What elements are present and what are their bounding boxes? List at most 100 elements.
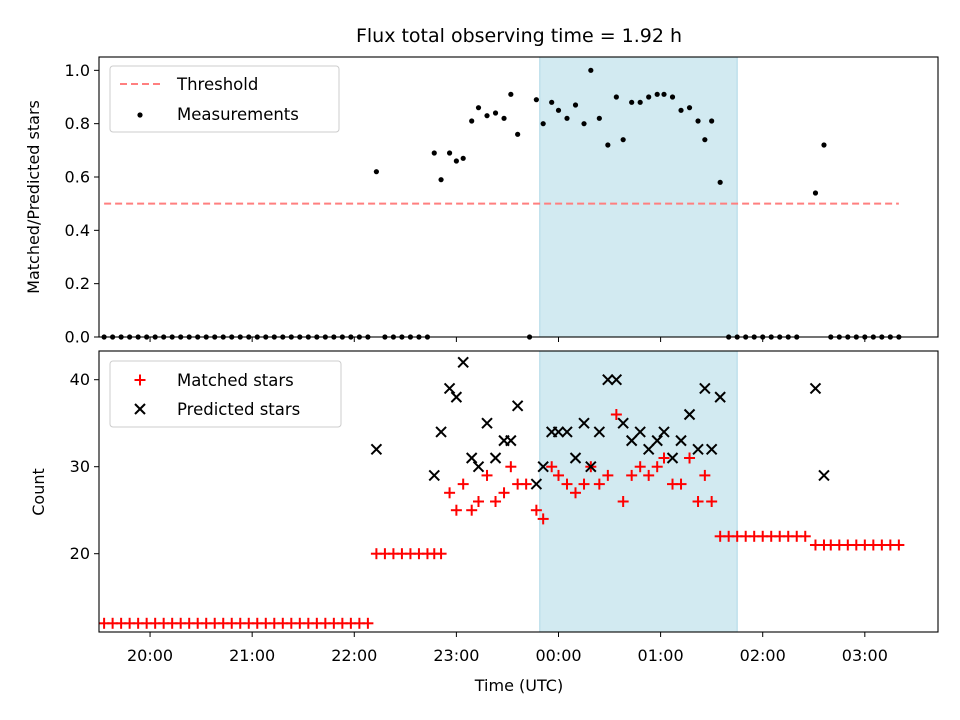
top-plot-area (101, 67, 902, 340)
marker-stroke (370, 443, 383, 456)
predicted-star-marker (443, 382, 456, 395)
matched-star-marker (684, 452, 696, 464)
top-chart-title: Flux total observing time = 1.92 h (356, 25, 682, 47)
legend-predicted-swatch (134, 403, 146, 415)
measurement-point (620, 137, 626, 143)
predicted-star-marker (675, 434, 687, 447)
predicted-star-marker (530, 478, 543, 490)
y-tick-label: 0.8 (65, 114, 90, 133)
marker-stroke (578, 417, 590, 429)
marker-stroke (692, 443, 704, 456)
measurement-point (629, 99, 635, 105)
y-tick-label: 40 (70, 370, 90, 389)
top-x-axis (149, 337, 866, 342)
matched-star-marker (473, 496, 485, 508)
matched-star-marker (498, 487, 510, 499)
matched-star-marker (658, 452, 670, 464)
marker-stroke (511, 400, 524, 412)
y-tick-label: 0.0 (65, 328, 90, 347)
marker-stroke (705, 443, 718, 456)
predicted-star-marker (610, 374, 623, 386)
predicted-star-marker (617, 417, 629, 429)
marker-stroke (658, 426, 670, 438)
predicted-star-marker (593, 426, 606, 438)
top-legend: Threshold Measurements (109, 65, 340, 133)
legend-measurements-swatch (137, 112, 143, 118)
measurement-point (717, 179, 723, 185)
marker-stroke (472, 460, 485, 473)
predicted-star-marker (511, 400, 524, 412)
matched-star-marker (706, 496, 718, 508)
measurement-point (515, 131, 521, 137)
marker-stroke (809, 382, 822, 395)
marker-stroke (625, 434, 638, 447)
measurement-point (686, 105, 693, 111)
predicted-star-marker (642, 443, 655, 456)
measurement-point (469, 118, 475, 124)
measurement-point (484, 113, 490, 119)
measurement-point (702, 137, 708, 143)
measurement-point (709, 118, 715, 124)
matched-star-marker (692, 496, 704, 508)
x-tick-label: 01:00 (638, 646, 684, 665)
matched-star-marker (450, 504, 462, 516)
shaded-observing-window (539, 351, 738, 632)
marker-stroke (552, 426, 565, 438)
marker-stroke (457, 356, 469, 369)
bottom-axes-frame (98, 350, 939, 633)
measurement-point (508, 91, 514, 97)
measurement-point (446, 150, 453, 156)
bottom-y-axis-label: Count (29, 468, 48, 516)
marker-stroke (651, 434, 663, 447)
y-tick-label: 0.6 (65, 168, 90, 187)
predicted-star-marker (683, 408, 696, 421)
matched-star-marker (546, 461, 558, 473)
matched-star-marker (561, 478, 573, 490)
matched-star-marker (444, 487, 456, 499)
marker-stroke (593, 426, 606, 438)
marker-stroke (435, 426, 447, 438)
matched-star-marker (570, 487, 582, 499)
predicted-star-marker (465, 452, 478, 464)
matched-star-marker (490, 496, 502, 508)
measurement-point (669, 94, 676, 100)
measurement-point (605, 142, 611, 148)
predicted-star-marker (505, 434, 517, 447)
predicted-star-marker (428, 469, 440, 482)
matched-star-marker (593, 478, 605, 490)
bottom-x-axis: 20:00 21:00 22:00 23:00 00:00 01:00 02:00 03:00 (127, 632, 888, 665)
measurement-point (453, 158, 459, 164)
matched-star-marker (530, 504, 542, 516)
predicted-star-marker (699, 382, 711, 395)
marker-stroke (465, 452, 478, 464)
matched-star-marker (610, 409, 622, 421)
measurement-point (821, 142, 827, 148)
measurement-point (654, 91, 660, 97)
predicted-star-marker (651, 434, 663, 447)
predicted-star-marker (714, 391, 726, 403)
top-y-axis: 0.0 0.2 0.4 0.6 0.8 1.0 (65, 61, 99, 347)
matched-star-marker (893, 539, 905, 551)
y-tick-label: 30 (70, 457, 90, 476)
y-tick-label: 1.0 (65, 61, 90, 80)
marker-stroke (818, 469, 830, 482)
x-tick-label: 00:00 (535, 646, 581, 665)
marker-stroke (530, 478, 543, 490)
matched-star-marker (435, 548, 447, 560)
bottom-plot-area (98, 356, 905, 629)
measurement-point (555, 107, 562, 113)
marker-stroke (602, 374, 614, 386)
marker-stroke (714, 391, 726, 403)
x-tick-label: 03:00 (842, 646, 888, 665)
matched-star-marker (651, 461, 663, 473)
matched-star-marker (643, 469, 655, 481)
predicted-star-marker (472, 460, 485, 473)
measurement-point (588, 67, 594, 73)
measurement-point (540, 121, 546, 127)
measurement-point (695, 118, 701, 124)
x-tick-label: 20:00 (127, 646, 173, 665)
matched-star-marker (481, 469, 493, 481)
matched-star-marker (537, 513, 549, 525)
marker-stroke (699, 382, 711, 395)
